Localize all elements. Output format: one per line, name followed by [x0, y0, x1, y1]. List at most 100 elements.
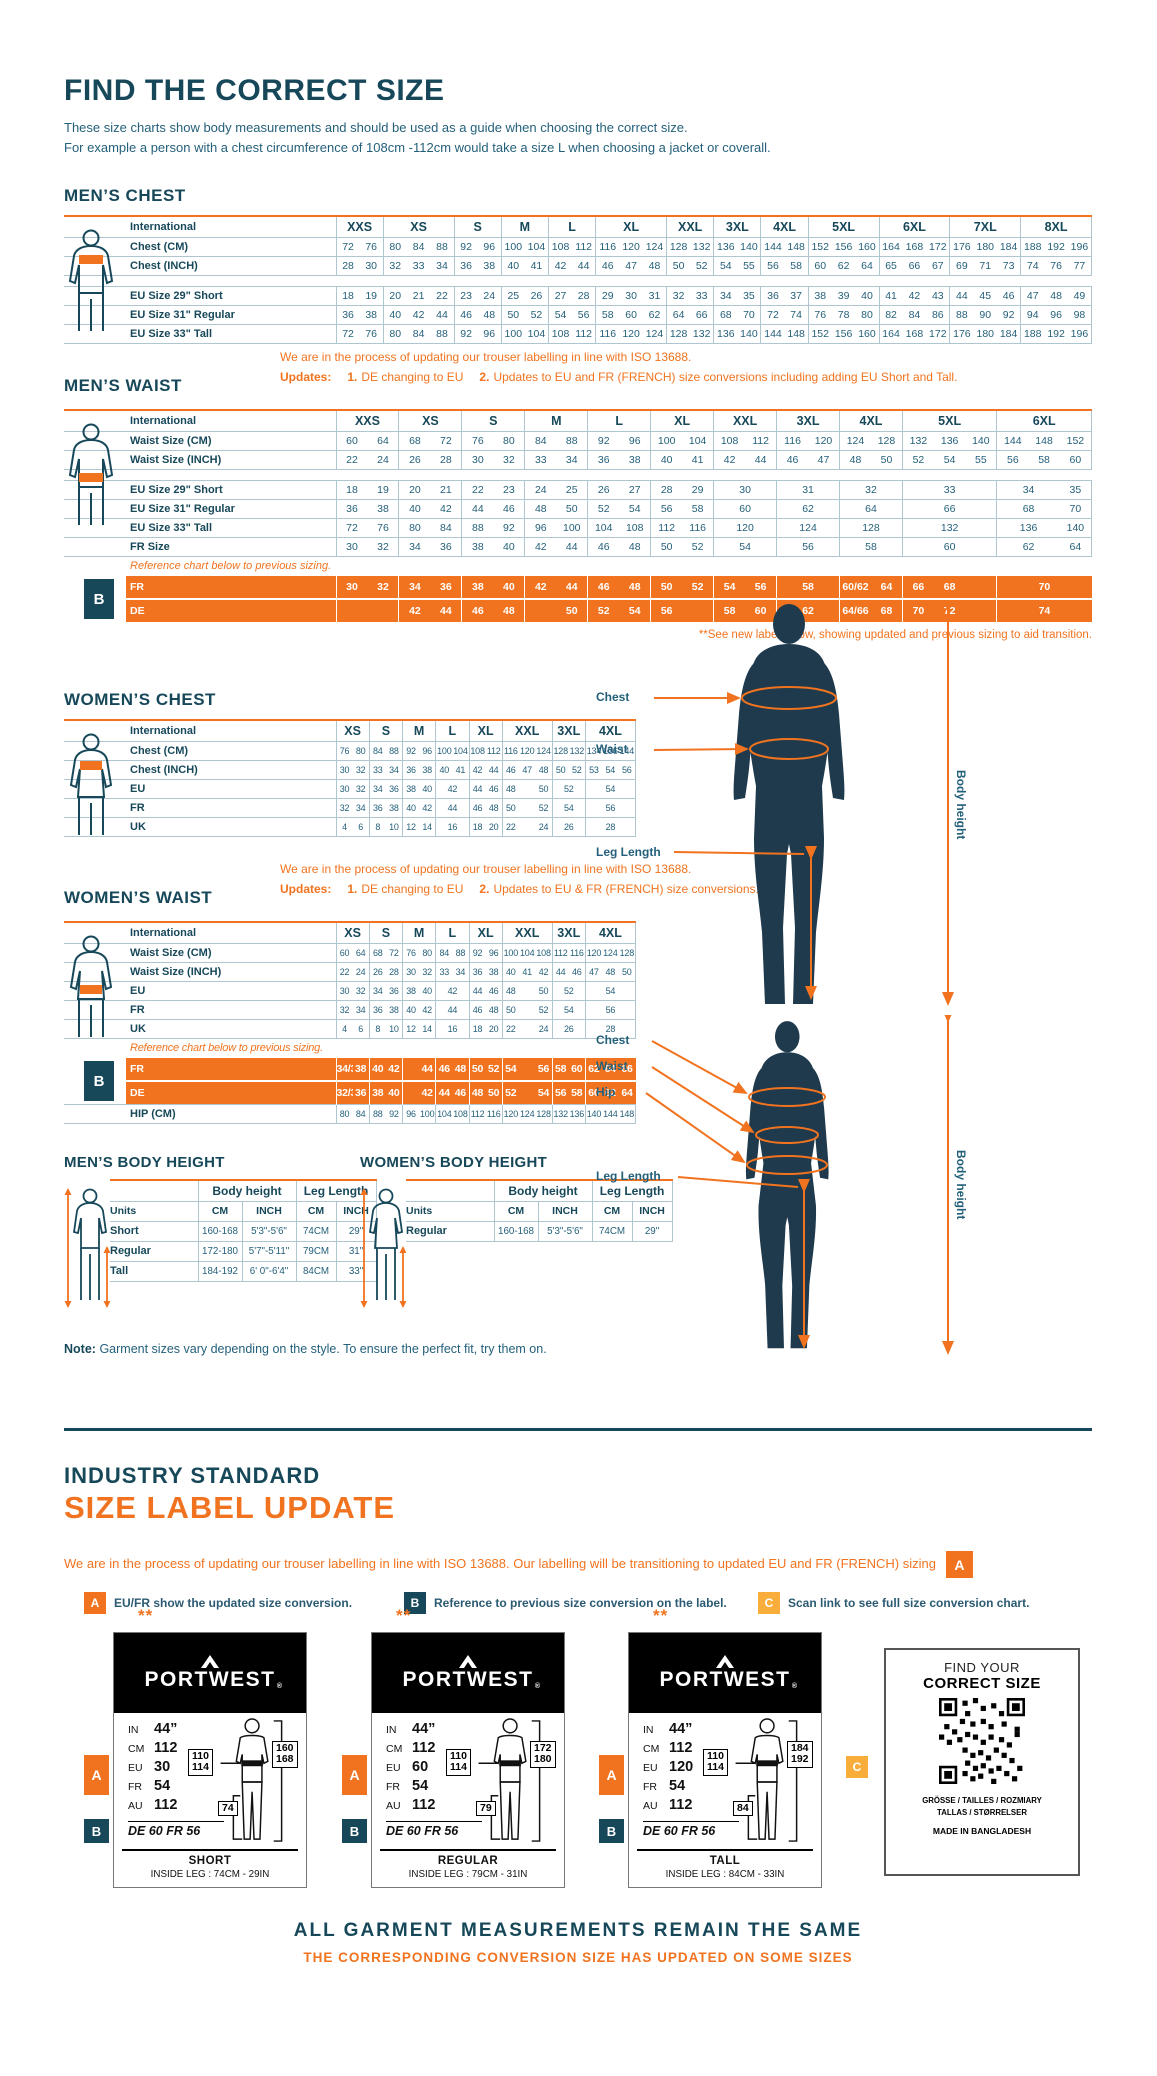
size-group-header: M [401, 720, 436, 741]
size-cell: 40 [398, 498, 431, 518]
size-cell: 48 [602, 961, 619, 981]
size-key: AU [128, 1800, 143, 1812]
row-label: Waist Size (INCH) [64, 449, 336, 469]
size-cell [965, 598, 997, 622]
size-cell: 188 [1020, 323, 1045, 344]
table-row: FR 32 34 36 38 40 42 44 46 48 50 52 54 56 [64, 999, 637, 1019]
table-row: EU Size 31" Regular 36 38 40 42 44 46 48 50 52 54 5… [64, 304, 1092, 324]
size-cell: 88 [556, 430, 588, 450]
row-label: Chest (CM) [64, 236, 336, 256]
size-cell: 41 [682, 449, 714, 469]
size-cell: 92 [468, 942, 486, 962]
size-value: 60 [412, 1759, 429, 1775]
size-cell: 36 [352, 1080, 370, 1104]
table-row: UK 4 6 8 10 12 14 16 18 20 22 24 26 28 [64, 1018, 637, 1038]
womens-body-height-table-wrap: Body height Leg Length Units CM INCH CM INCH Re… [406, 1179, 673, 1242]
size-cell: 48 [501, 980, 519, 1000]
size-row: AU 112 [386, 1797, 435, 1815]
size-cell: 55 [965, 449, 997, 469]
size-cell: 120 [584, 942, 602, 962]
size-row: AU 112 [643, 1797, 692, 1815]
size-cell: 27 [619, 479, 651, 499]
size-cell: 48 [642, 255, 667, 275]
size-cell: 168 [902, 323, 927, 344]
size-group-header: S [461, 410, 525, 431]
registered-mark: ® [791, 1683, 799, 1690]
size-cell: 96 [402, 1103, 420, 1124]
size-cell: 40 [500, 255, 525, 275]
fit-name: TALL [709, 1855, 741, 1867]
size-group-header: L [435, 922, 469, 943]
size-cell: 112 [468, 1103, 486, 1124]
size-cell: 46 [776, 449, 809, 469]
size-cell: INCH [631, 1200, 673, 1221]
size-cell: 54 [713, 576, 746, 599]
size-cell: 56 [650, 598, 683, 622]
size-cell: 42 [435, 778, 469, 798]
size-cell: 116 [595, 236, 620, 256]
size-cell: 96 [419, 740, 436, 760]
size-key: FR [386, 1781, 400, 1793]
row-label: Units [110, 1200, 198, 1221]
size-cell: 184 [997, 236, 1021, 256]
size-value: 54 [412, 1778, 429, 1794]
male-body-height-icon [64, 1188, 110, 1308]
size-cell: 92 [402, 740, 420, 760]
size-cell: 32 [352, 778, 370, 798]
size-cell: 42 [713, 449, 746, 469]
size-cell: 49 [1067, 285, 1092, 305]
row-label: EU Size 29" Short [64, 285, 336, 305]
women_waist-table: International XS S M L XL XXL 3XL 4XL Waist Size … [64, 921, 637, 1124]
size-cell: 42 [419, 797, 436, 817]
size-cell: 24 [477, 285, 502, 305]
size-cell: 41 [518, 961, 536, 981]
size-cell: 16 [435, 816, 469, 837]
garment-label-tall: PORTWEST ® IN 44” CM 112 EU 120 FR 54 AU 112 DE 60 F… [599, 1632, 822, 1888]
size-cell: 124 [535, 740, 553, 760]
size-cell: 68 [398, 430, 431, 450]
table-row: FR 30 32 34 36 38 40 42 44 46 48 50 52 54 56 58 60/62 64 6… [64, 576, 1092, 599]
size-row: EU 60 [386, 1759, 428, 1777]
size-cell: 52 [690, 255, 714, 275]
size-group-header: XL [595, 216, 667, 237]
size-cell: 38 [402, 980, 420, 1000]
size-cell: 25 [500, 285, 525, 305]
size-group-header: 4XL [584, 922, 637, 943]
size-row: CM 112 [643, 1740, 692, 1758]
brand-name: PORTWEST ® [402, 1668, 542, 1691]
size-cell: 60 [335, 942, 353, 962]
size-cell: 50 [556, 598, 588, 622]
size-cell: 40 [435, 759, 453, 779]
size-row: IN 44” [643, 1721, 692, 1739]
size-cell: 40 [402, 999, 420, 1019]
size-cell: 62 [584, 1058, 602, 1081]
label-header-black: PORTWEST ® [629, 1633, 821, 1713]
a-badge: A [599, 1755, 624, 1795]
size-cell [682, 598, 714, 622]
size-cell: 140 [1059, 517, 1092, 537]
size-group-header: 3XL [551, 720, 586, 741]
size-cell: 88 [949, 304, 974, 324]
size-cell: 54 [551, 999, 586, 1019]
size-cell: 40 [855, 285, 880, 305]
size-cell: 88 [452, 942, 469, 962]
womens-chest-table-wrap: International XS S M L XL XXL 3XL 4XL Chest (CM) 7… [64, 719, 637, 837]
size-cell: 76 [461, 430, 494, 450]
size-cell: 58 [551, 1058, 569, 1081]
label-header [406, 1180, 494, 1201]
size-cell: 71 [973, 255, 998, 275]
size-cell: 40 [493, 576, 525, 599]
inside-leg-text: INSIDE LEG : 84CM - 33IN [665, 1869, 785, 1880]
label-divider [637, 1849, 813, 1851]
size-cell: 38 [385, 797, 403, 817]
size-cell: 34 [713, 285, 738, 305]
size-cell: 98 [1067, 304, 1092, 324]
size-cell: 48 [1044, 285, 1068, 305]
size-cell: 52 [682, 576, 714, 599]
size-cell: 41 [524, 255, 549, 275]
female-silhouette-graphic [645, 1009, 954, 1355]
size-cell: 80 [855, 304, 880, 324]
size-cell: 96 [485, 942, 503, 962]
size-cell: 62 [602, 1080, 619, 1104]
size-cell: 148 [784, 323, 809, 344]
